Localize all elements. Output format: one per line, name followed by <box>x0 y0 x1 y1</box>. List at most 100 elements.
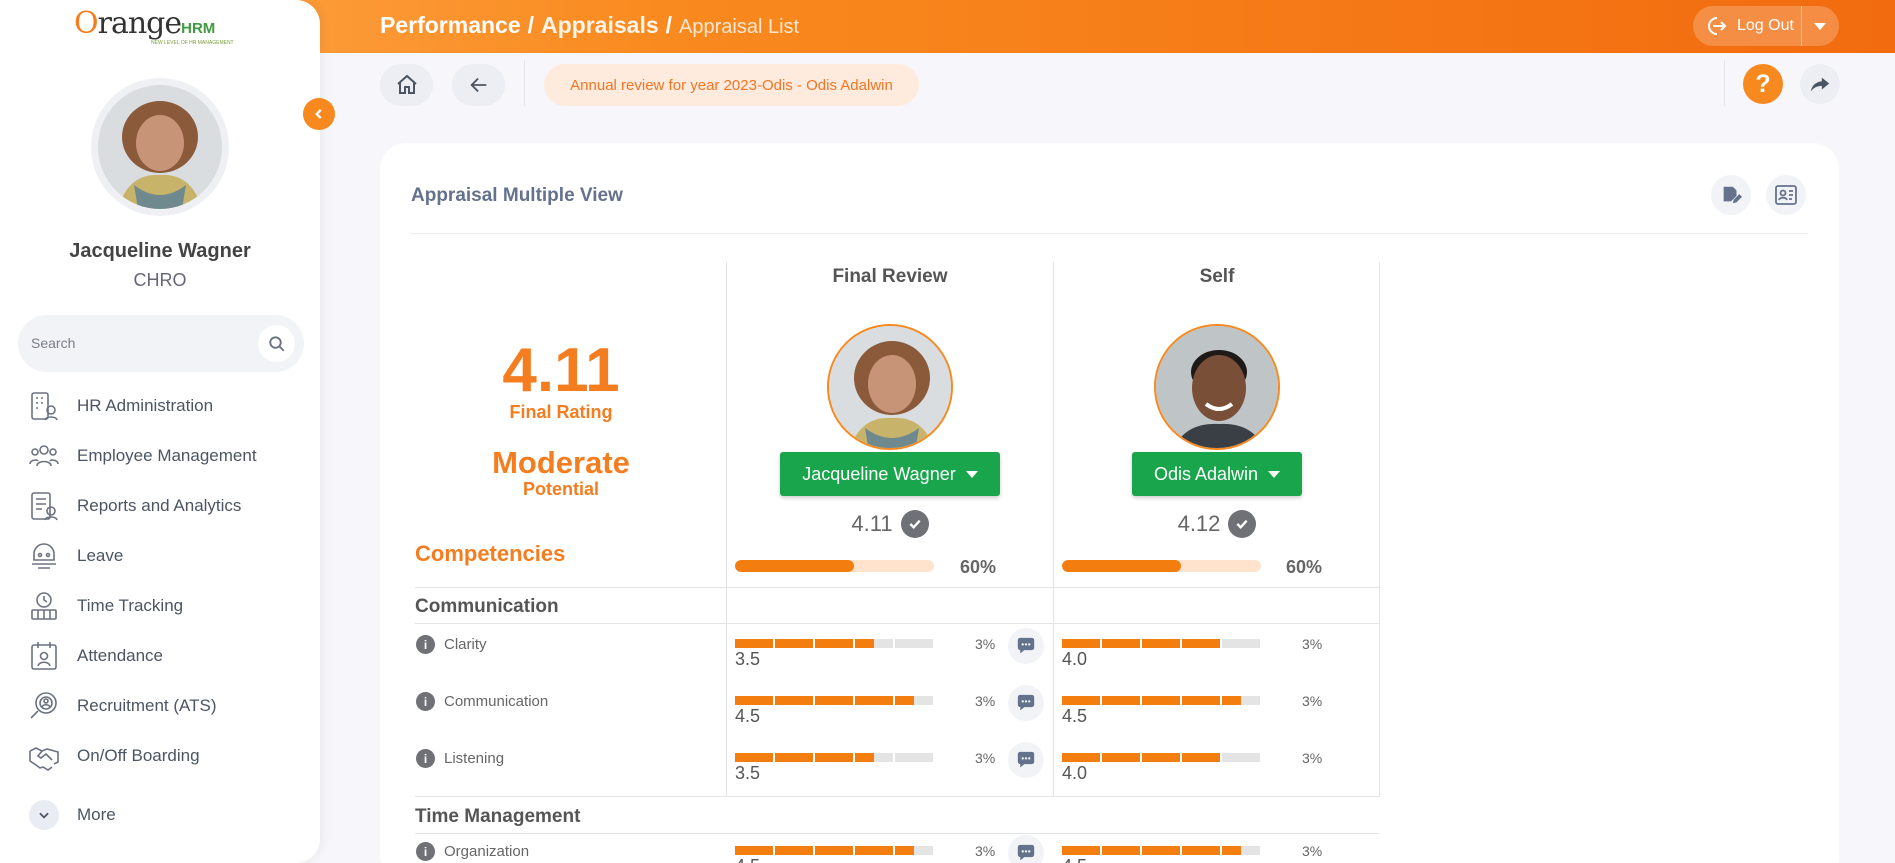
rating-segment <box>855 846 893 855</box>
rating-segment <box>815 639 853 648</box>
reviewer-final-dropdown[interactable]: Jacqueline Wagner <box>780 452 1000 496</box>
search-button[interactable] <box>258 325 295 362</box>
reports-icon <box>31 492 58 521</box>
rating-value-self: 4.0 <box>1062 763 1088 783</box>
info-icon[interactable]: i <box>416 842 435 861</box>
rating-segment <box>735 639 773 648</box>
rating-segment <box>735 846 773 855</box>
user-compare-icon <box>1775 185 1797 205</box>
chat-icon <box>1017 694 1035 711</box>
rating-value-final: 4.5 <box>735 706 761 726</box>
weight-final: 3% <box>975 693 996 709</box>
page-title: Appraisal Multiple View <box>411 185 623 206</box>
sidebar-item-on-off-boarding[interactable]: On/Off Boarding <box>28 738 200 774</box>
breadcrumb-appraisal-list[interactable]: Appraisal List <box>679 16 800 38</box>
comment-button[interactable] <box>1008 835 1044 863</box>
rating-segment <box>1062 696 1100 705</box>
rating-segment <box>1222 753 1260 762</box>
reviewer-final-score: 4.11 <box>727 510 1053 538</box>
reviewer-self-dropdown[interactable]: Odis Adalwin <box>1132 452 1302 496</box>
search-input[interactable]: Search <box>31 335 76 351</box>
logout-button[interactable]: Log Out <box>1693 6 1839 46</box>
sidebar-collapse-button[interactable] <box>303 98 335 130</box>
potential-label: Potential <box>522 479 599 499</box>
compare-view-button[interactable] <box>1766 175 1806 215</box>
recruitment-icon <box>30 692 57 719</box>
check-icon <box>900 510 929 538</box>
rating-bar-self <box>1062 846 1260 855</box>
home-button[interactable] <box>380 64 433 106</box>
final-rating: 4.11 Final Rating <box>415 340 707 423</box>
sidebar-search[interactable]: Search <box>18 315 304 372</box>
comment-button[interactable] <box>1008 628 1044 664</box>
user-avatar[interactable] <box>91 78 229 216</box>
breadcrumb-appraisals[interactable]: Appraisals <box>541 12 659 38</box>
rating-bar-self <box>1062 696 1260 705</box>
info-icon[interactable]: i <box>416 749 435 768</box>
sidebar-item-hr-administration[interactable]: HR Administration <box>28 388 213 424</box>
competency-name: Communication <box>444 693 549 710</box>
rating-segment <box>1222 846 1260 855</box>
rating-segment <box>1102 696 1140 705</box>
rating-segment <box>775 696 813 705</box>
section-title-communication: Communication <box>415 596 559 617</box>
rating-segment <box>895 846 933 855</box>
edit-button[interactable] <box>1711 175 1751 215</box>
hr-admin-icon <box>31 392 58 421</box>
comment-button[interactable] <box>1008 685 1044 721</box>
rating-segment <box>1102 753 1140 762</box>
final-rating-label: Final Rating <box>509 402 613 422</box>
rating-segment <box>855 753 893 762</box>
sidebar-item-more[interactable]: More <box>28 797 116 833</box>
caret-down-icon <box>1268 470 1281 478</box>
comment-button[interactable] <box>1008 742 1044 778</box>
leave-icon <box>32 543 56 569</box>
rating-segment <box>1062 639 1100 648</box>
rating-segment <box>815 753 853 762</box>
check-icon <box>1228 510 1257 538</box>
rating-segment <box>1102 846 1140 855</box>
competency-name: Clarity <box>444 636 487 653</box>
column-final-review: Final Review <box>832 266 948 287</box>
competencies-title: Competencies <box>415 541 566 566</box>
user-photo <box>98 85 222 209</box>
competency-item: i Clarity <box>416 635 487 654</box>
user-name: Jacqueline Wagner <box>69 240 251 262</box>
info-icon[interactable]: i <box>416 635 435 654</box>
logout-dropdown-icon[interactable] <box>1814 23 1826 30</box>
rating-segment <box>775 639 813 648</box>
competency-name: Listening <box>444 750 505 767</box>
sidebar-item-time-tracking[interactable]: Time Tracking <box>28 588 183 624</box>
rating-value-self: 4.0 <box>1062 649 1088 669</box>
rating-bar-self <box>1062 753 1260 762</box>
weight-final: 3% <box>975 636 996 652</box>
rating-bar-final <box>735 846 933 855</box>
caret-down-icon <box>965 470 978 478</box>
rating-bar-self <box>1062 639 1260 648</box>
rating-segment <box>775 753 813 762</box>
handshake-icon <box>29 747 59 771</box>
reviewer-avatar-final <box>827 324 953 450</box>
attendance-icon <box>31 642 57 670</box>
arrow-left-icon <box>469 77 486 93</box>
progress-fill-final <box>735 560 855 572</box>
final-rating-value: 4.11 <box>502 336 620 405</box>
appraisal-card: Appraisal Multiple View <box>380 143 1839 863</box>
sidebar-item-recruitment[interactable]: Recruitment (ATS) <box>28 688 217 724</box>
appraisal-review-chip[interactable]: Annual review for year 2023-Odis - Odis … <box>544 64 919 106</box>
info-icon[interactable]: i <box>416 692 435 711</box>
share-button[interactable] <box>1800 64 1840 104</box>
sidebar-item-reports-and-analytics[interactable]: Reports and Analytics <box>28 488 241 524</box>
section-title-time-management: Time Management <box>415 806 581 827</box>
rating-segment <box>1142 696 1180 705</box>
home-icon <box>396 74 417 94</box>
sidebar-item-attendance[interactable]: Attendance <box>28 638 163 674</box>
chevron-left-icon <box>315 109 322 119</box>
rating-value-self: 4.5 <box>1062 706 1088 726</box>
back-button[interactable] <box>452 64 505 106</box>
help-button[interactable]: ? <box>1743 64 1783 104</box>
breadcrumb-performance[interactable]: Performance <box>380 12 521 38</box>
sidebar-item-employee-management[interactable]: Employee Management <box>28 438 257 474</box>
sidebar-item-leave[interactable]: Leave <box>28 538 123 574</box>
brand-logo: OrangeHRM NEW LEVEL OF HR MANAGEMENT <box>74 6 234 46</box>
